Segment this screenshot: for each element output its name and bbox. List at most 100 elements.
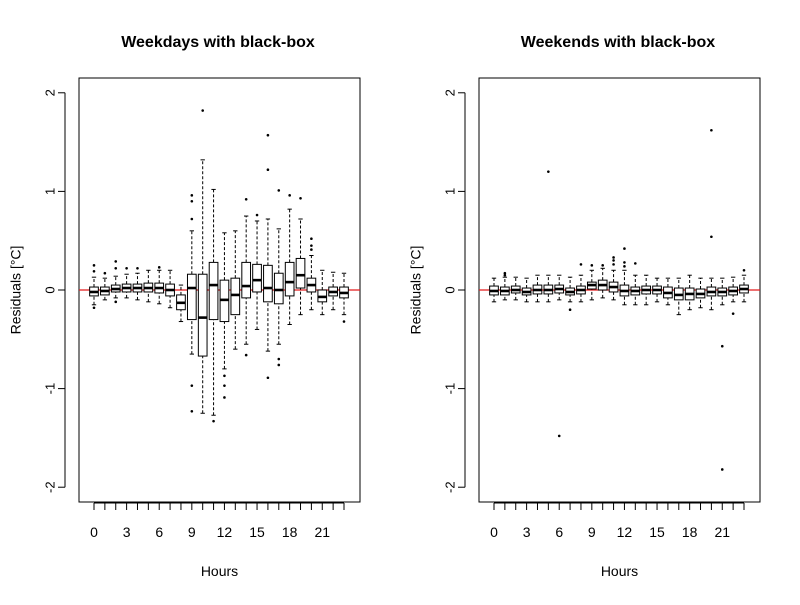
outlier-point bbox=[612, 263, 615, 266]
iqr-box bbox=[284, 261, 295, 297]
outlier-point bbox=[266, 168, 270, 172]
box-hour-16 bbox=[663, 277, 673, 306]
outlier-point bbox=[125, 267, 128, 270]
outlier-point bbox=[114, 267, 118, 270]
outlier-point bbox=[266, 133, 270, 137]
y-tick-label: -1 bbox=[42, 383, 57, 395]
x-tick-label: 6 bbox=[155, 524, 163, 540]
box-hour-0 bbox=[89, 264, 99, 310]
x-tick-label: 12 bbox=[217, 524, 233, 540]
y-tick-label: 0 bbox=[442, 286, 457, 293]
box-hour-8 bbox=[176, 284, 186, 323]
outlier-point bbox=[710, 128, 713, 132]
box-hour-20 bbox=[306, 237, 317, 311]
box-hour-3 bbox=[521, 277, 532, 303]
iqr-box bbox=[230, 277, 241, 316]
box-hour-9 bbox=[586, 264, 597, 301]
x-tick-label: 3 bbox=[123, 524, 131, 540]
y-tick-label: -2 bbox=[442, 481, 457, 493]
outlier-point bbox=[266, 376, 270, 380]
outlier-point bbox=[634, 262, 637, 265]
outlier-point bbox=[92, 269, 96, 273]
outlier-point bbox=[190, 384, 194, 387]
y-tick-label: -2 bbox=[42, 481, 57, 493]
box-hour-5 bbox=[143, 269, 154, 303]
iqr-box bbox=[273, 272, 284, 305]
y-tick-label: 1 bbox=[442, 188, 457, 195]
outlier-point bbox=[244, 353, 248, 357]
x-tick-label: 18 bbox=[282, 524, 298, 540]
outlier-point bbox=[568, 308, 572, 312]
box-hour-12 bbox=[619, 247, 630, 306]
outlier-point bbox=[201, 109, 204, 112]
box-hour-23 bbox=[339, 272, 349, 323]
iqr-box bbox=[295, 257, 306, 289]
panel-weekdays: Weekdays with black-box-2-1012Residuals … bbox=[8, 34, 361, 579]
box-hour-10 bbox=[197, 109, 208, 414]
box-hour-19 bbox=[295, 196, 306, 316]
x-tick-label: 0 bbox=[90, 524, 98, 540]
box-hour-1 bbox=[500, 271, 510, 301]
box-hour-6 bbox=[154, 266, 165, 305]
iqr-box bbox=[263, 264, 273, 303]
outlier-point bbox=[310, 244, 313, 247]
x-tick-label: 21 bbox=[314, 524, 330, 540]
outlier-point bbox=[503, 271, 507, 275]
x-tick-label: 6 bbox=[555, 524, 563, 540]
outlier-point bbox=[190, 409, 194, 413]
iqr-box bbox=[186, 273, 197, 321]
chart-title: Weekdays with black-box bbox=[121, 34, 315, 51]
y-axis-label: Residuals [°C] bbox=[408, 246, 424, 335]
outlier-point bbox=[731, 312, 735, 315]
box-hour-7 bbox=[165, 269, 175, 309]
box-hour-17 bbox=[673, 277, 684, 316]
box-hour-13 bbox=[630, 262, 641, 306]
y-tick-label: 1 bbox=[42, 188, 57, 195]
outlier-point bbox=[299, 196, 302, 200]
y-tick-label: 0 bbox=[42, 286, 57, 293]
box-hour-4 bbox=[532, 274, 543, 303]
outlier-point bbox=[623, 265, 626, 268]
box-hour-5 bbox=[543, 170, 554, 303]
outlier-point bbox=[190, 199, 194, 203]
outlier-point bbox=[547, 170, 550, 173]
box-hour-8 bbox=[576, 263, 586, 303]
outlier-point bbox=[310, 248, 313, 251]
x-tick-label: 9 bbox=[588, 524, 596, 540]
outlier-point bbox=[244, 197, 248, 201]
box-hour-2 bbox=[110, 260, 121, 304]
x-tick-label: 12 bbox=[617, 524, 633, 540]
panel-weekends: Weekends with black-box-2-1012Residuals … bbox=[408, 34, 761, 579]
box-hour-12 bbox=[219, 232, 230, 399]
x-tick-label: 0 bbox=[490, 524, 498, 540]
outlier-point bbox=[114, 260, 118, 263]
outlier-point bbox=[503, 273, 507, 277]
box-hour-15 bbox=[652, 277, 662, 303]
outlier-point bbox=[136, 267, 139, 270]
outlier-point bbox=[579, 263, 583, 266]
outlier-point bbox=[601, 264, 604, 267]
box-hour-21 bbox=[717, 277, 728, 471]
outlier-point bbox=[277, 189, 281, 192]
box-hour-21 bbox=[317, 269, 328, 316]
box-hour-19 bbox=[695, 277, 706, 309]
x-axis-label: Hours bbox=[601, 563, 638, 579]
box-hour-6 bbox=[554, 274, 565, 438]
outlier-point bbox=[277, 363, 281, 367]
x-axis-label: Hours bbox=[201, 563, 238, 579]
outlier-point bbox=[190, 217, 194, 221]
outlier-point bbox=[623, 261, 626, 264]
box-hour-2 bbox=[510, 276, 521, 301]
outlier-point bbox=[157, 266, 161, 269]
iqr-box bbox=[197, 273, 208, 357]
box-hour-20 bbox=[706, 128, 717, 311]
outlier-point bbox=[212, 419, 215, 423]
outlier-point bbox=[190, 194, 194, 197]
outlier-point bbox=[612, 256, 615, 259]
y-tick-label: 2 bbox=[442, 89, 457, 96]
outlier-point bbox=[310, 237, 313, 241]
box-hour-16 bbox=[263, 133, 273, 380]
outlier-point bbox=[590, 264, 594, 267]
outlier-point bbox=[288, 194, 291, 197]
